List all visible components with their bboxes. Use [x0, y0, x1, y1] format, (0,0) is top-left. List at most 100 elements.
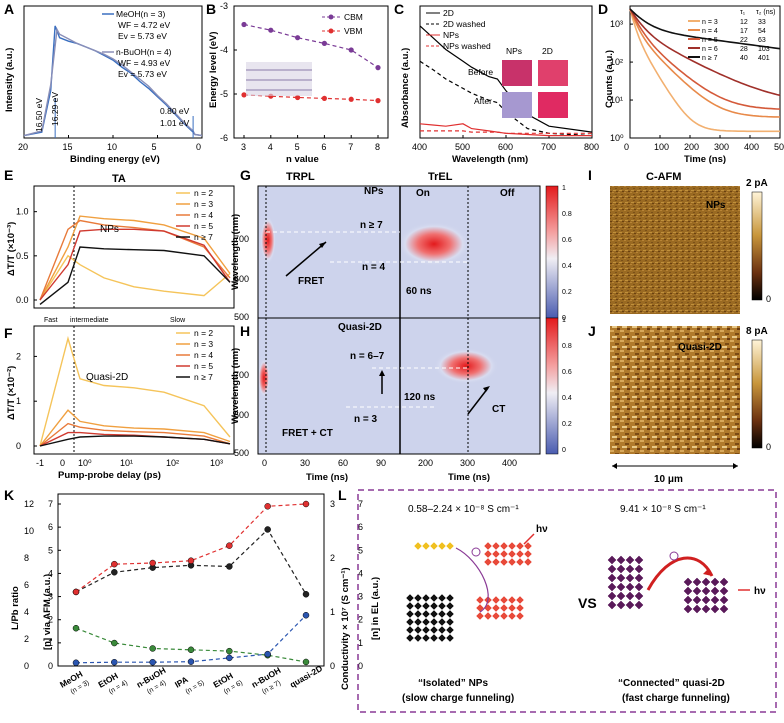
octahedron-purple — [701, 604, 711, 614]
octahedron-purple — [683, 604, 693, 614]
panel-d-ytick-label: 10² — [610, 57, 623, 67]
panel-c-xtick-label: 400 — [412, 142, 427, 152]
panel-k-ytick-right: 3 — [358, 592, 363, 602]
octahedron-purple — [719, 604, 729, 614]
octahedron-purple — [616, 564, 626, 574]
octahedron-purple — [634, 591, 644, 601]
octahedron-black — [413, 617, 423, 627]
octahedron-yellow — [429, 541, 439, 551]
panel-e-ytick-label: 1.0 — [16, 207, 29, 217]
panel-c-xlabel: Wavelength (nm) — [452, 154, 528, 165]
panel-g-fret-arrowhead — [319, 242, 326, 248]
legend-header-tau2: τ₂ (ns) — [756, 9, 775, 16]
panel-k-ytick-mid: 4 — [48, 568, 53, 578]
panel-f: Fast intermediate Slow ΔT/T (×10⁻²) Pump… — [6, 317, 235, 481]
octahedron-purple — [634, 582, 644, 592]
panel-k-ylabel-mid: [n] via AFM (a.u.) — [42, 574, 53, 650]
afm-image-quasi2d — [610, 326, 740, 454]
octahedron-black — [413, 633, 423, 643]
panel-d-decay-curve — [629, 8, 781, 118]
octahedron-black — [445, 617, 455, 627]
panel-k-point — [302, 591, 310, 598]
octahedron-black — [445, 601, 455, 611]
octahedron-purple — [683, 586, 693, 596]
panel-c-label: C — [394, 1, 404, 17]
panel-f-frame — [33, 325, 235, 455]
octahedron-purple — [719, 595, 729, 605]
octahedron-red — [507, 595, 517, 605]
panel-b-xtick-label: 4 — [268, 142, 273, 152]
panel-i-scale-bottom: 0 — [766, 294, 771, 304]
panel-d-xtick-label: 500 — [774, 142, 784, 152]
panel-e-legend-label: n = 2 — [194, 188, 213, 198]
panel-f-region-intermediate: intermediate — [70, 317, 109, 324]
photo-2d-after — [538, 92, 568, 118]
panel-d-legend-tau2: 33 — [758, 19, 766, 26]
octahedron-yellow — [421, 541, 431, 551]
panel-c-xtick-label: 600 — [498, 142, 513, 152]
panel-d-legend-tau1: 17 — [740, 28, 748, 35]
octahedron-purple — [616, 573, 626, 583]
octahedron-yellow — [437, 541, 447, 551]
panel-h-up-arrowhead — [379, 370, 385, 376]
panel-b-point — [348, 96, 354, 102]
octahedron-red — [515, 557, 525, 567]
panel-h-colorbar-label: 0.8 — [562, 343, 572, 350]
panel-k-point — [72, 659, 80, 667]
panel-a-xtick-label: 0 — [196, 142, 201, 152]
panel-f-xtick-label: -1 — [36, 458, 44, 468]
charge-path-connected — [646, 556, 714, 591]
octahedron-purple — [634, 555, 644, 565]
panel-k-point — [226, 654, 233, 662]
photo-nps-after — [502, 92, 532, 118]
panel-k-ytick-left: 12 — [24, 499, 34, 509]
octahedron-black — [437, 601, 447, 611]
octahedron-purple — [719, 577, 729, 587]
panel-f-series-line — [39, 435, 231, 447]
panel-i-tag: NPs — [706, 200, 726, 211]
legend-2d-washed: 2D washed — [443, 19, 486, 29]
panel-c-series-line — [419, 123, 592, 137]
panel-h-fretct-label: FRET + CT — [282, 428, 333, 439]
panel-k-ytick-right: 6 — [358, 522, 363, 532]
panel-g-tag-on: On — [416, 188, 430, 199]
octahedron-black — [405, 617, 415, 627]
octahedron-red — [515, 541, 525, 551]
panel-a-xtick-label: 15 — [63, 142, 73, 152]
panel-k-point — [149, 559, 156, 567]
octahedron-red — [491, 557, 501, 567]
panel-k-point — [302, 500, 310, 508]
panel-g-tag-nps: NPs — [364, 186, 384, 197]
octahedron-red — [515, 611, 525, 621]
panel-f-ytick-label: 2 — [16, 351, 21, 361]
electron-icon — [471, 547, 481, 557]
panel-k-ytick-left: 0 — [24, 661, 29, 671]
octahedron-red — [491, 595, 501, 605]
octahedron-purple — [701, 586, 711, 596]
panel-a: Intensity (a.u.) Binding energy (eV) 20 1… — [4, 5, 203, 165]
panel-i-title: C-AFM — [646, 171, 681, 183]
panel-c-xtick-label: 500 — [455, 142, 470, 152]
panel-d-xlabel: Time (ns) — [684, 154, 726, 165]
panel-c: Absorbance (a.u.) Wavelength (nm) 400 500… — [400, 5, 599, 165]
octahedron-red — [491, 611, 501, 621]
panel-g-fret-label: FRET — [298, 276, 324, 287]
panel-f-label: F — [4, 325, 13, 341]
octahedron-red — [507, 541, 517, 551]
panel-h-label: H — [240, 323, 250, 339]
panel-b-series-line — [243, 23, 379, 69]
panel-e-legend-label: n = 3 — [194, 199, 213, 209]
octahedron-red — [491, 603, 501, 613]
panel-g-colorbar-label: 0.8 — [562, 211, 572, 218]
panel-e-ytick-label: 0.0 — [16, 295, 29, 305]
panel-k-ytick-cond: 0 — [330, 661, 335, 671]
octahedron-purple — [634, 573, 644, 583]
panel-k-ytick-cond: 1 — [330, 607, 335, 617]
panel-b-ytick-label: -5 — [220, 89, 228, 99]
octahedron-purple — [607, 564, 617, 574]
crystal-structure-image — [246, 62, 312, 96]
panel-k-ytick-left: 8 — [24, 553, 29, 563]
panel-h-colorbar-label: 1 — [562, 317, 566, 324]
octahedron-purple — [607, 591, 617, 601]
